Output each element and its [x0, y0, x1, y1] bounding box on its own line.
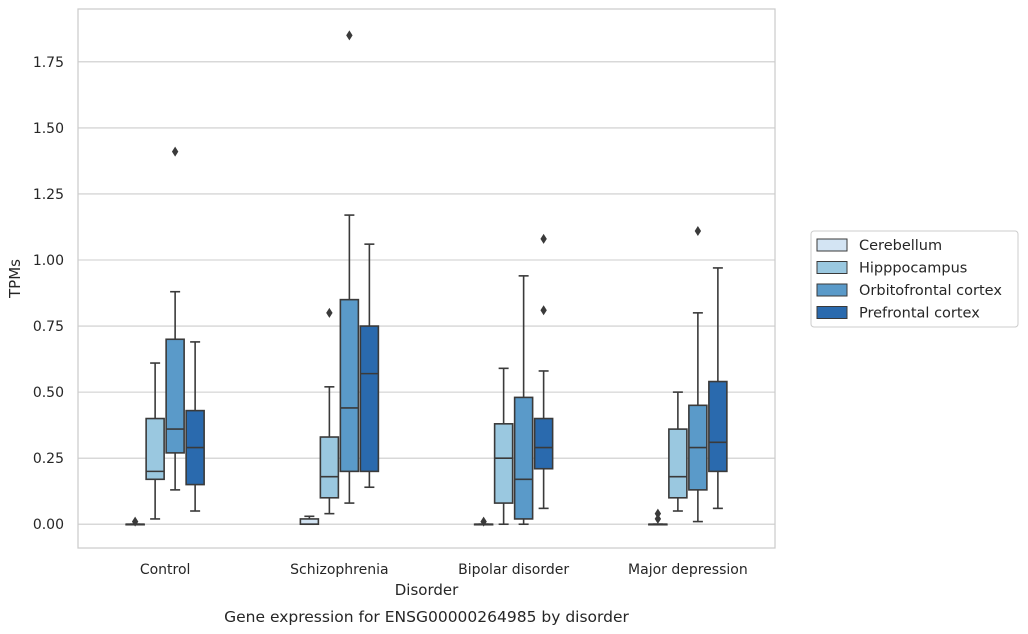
box-body	[319, 436, 340, 499]
box-body	[165, 338, 185, 454]
y-tick-label: 1.00	[33, 253, 64, 269]
x-tick-label: Schizophrenia	[290, 562, 388, 578]
y-tick-label: 1.50	[33, 121, 64, 137]
y-tick-label: 1.75	[33, 55, 64, 71]
y-tick-label: 0.00	[33, 517, 64, 533]
box-0-2	[165, 146, 185, 491]
legend-frame	[810, 230, 1019, 328]
x-tick-label: Major depression	[628, 562, 748, 578]
outlier-point	[694, 225, 702, 236]
box-body	[339, 298, 360, 473]
x-axis-title: Disorder	[395, 581, 459, 599]
tick-labels: 0.00 0.25 0.50 0.75 1.00 1.25 1.50 1.75 Control S…	[33, 55, 748, 578]
legend-label: Hipppocampus	[859, 261, 967, 277]
box-2-1	[493, 367, 514, 526]
y-tick-label: 0.75	[33, 319, 64, 335]
box-body	[668, 428, 688, 499]
box-1-1	[319, 307, 340, 515]
box-1-3	[359, 243, 380, 489]
outlier-point	[326, 307, 333, 318]
box-body	[493, 423, 514, 504]
plot-frame	[77, 8, 776, 549]
box-0-3	[185, 341, 205, 512]
y-axis-title: TPMs	[6, 259, 24, 299]
outlier-point	[346, 30, 353, 41]
box-3-2	[688, 225, 708, 523]
box-2-2	[513, 275, 534, 526]
box-2-3	[533, 233, 554, 510]
box-0-1	[145, 362, 165, 520]
outlier-point	[654, 513, 662, 524]
y-tick-label: 1.25	[33, 187, 64, 203]
y-tick-label: 0.50	[33, 385, 64, 401]
box-body	[513, 396, 534, 520]
box-body	[145, 417, 165, 481]
box-2-0	[473, 516, 494, 527]
box-body	[533, 417, 554, 470]
outlier-point	[654, 508, 662, 519]
y-tick-label: 0.25	[33, 451, 64, 467]
legend-label: Cerebellum	[859, 238, 942, 254]
legend-swatch	[816, 283, 848, 297]
legend-label: Prefrontal cortex	[859, 306, 980, 322]
legend-swatch	[816, 261, 848, 274]
box-body	[359, 325, 380, 473]
x-tick-label: Control	[140, 562, 191, 578]
outlier-point	[540, 233, 547, 244]
outlier-point	[540, 305, 547, 316]
outlier-point	[480, 516, 487, 527]
box-3-0	[648, 508, 668, 526]
legend: Cerebellum Hipppocampus Orbitofrontal cort…	[810, 230, 1019, 328]
outlier-point	[131, 516, 139, 527]
boxes	[125, 30, 728, 527]
box-1-2	[339, 30, 360, 504]
legend-label: Orbitofrontal cortex	[859, 283, 1002, 299]
chart-caption: Gene expression for ENSG00000264985 by d…	[224, 608, 629, 626]
box-3-1	[668, 391, 688, 512]
outlier-point	[171, 146, 179, 157]
legend-swatch	[816, 306, 848, 319]
x-tick-label: Bipolar disorder	[458, 562, 569, 578]
box-1-0	[299, 515, 320, 526]
box-3-3	[708, 267, 728, 510]
legend-swatch	[816, 238, 848, 252]
box-0-0	[125, 516, 145, 527]
box-body	[708, 380, 728, 473]
